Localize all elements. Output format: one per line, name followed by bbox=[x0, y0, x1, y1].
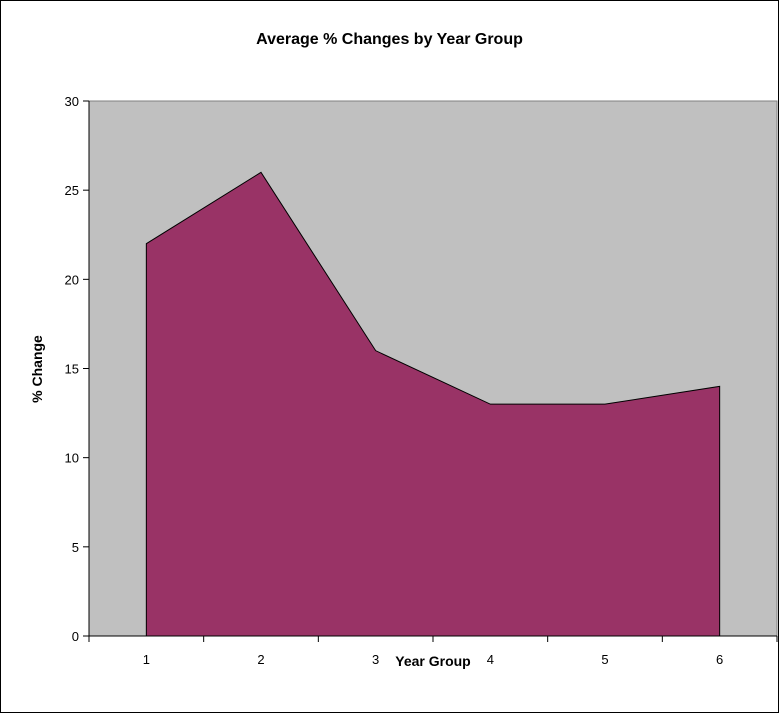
y-tick-label: 20 bbox=[65, 272, 79, 287]
x-tick-label: 5 bbox=[601, 652, 608, 667]
y-tick-label: 25 bbox=[65, 183, 79, 198]
x-axis-title: Year Group bbox=[395, 653, 471, 669]
y-tick-label: 5 bbox=[72, 540, 79, 555]
y-tick-label: 0 bbox=[72, 629, 79, 644]
x-axis-ticks: 1 2 3 4 5 6 bbox=[88, 636, 778, 667]
y-tick-label: 15 bbox=[65, 362, 79, 377]
x-tick-label: 4 bbox=[487, 652, 494, 667]
x-tick-label: 1 bbox=[143, 652, 150, 667]
x-tick-label: 3 bbox=[372, 652, 379, 667]
x-tick-label: 6 bbox=[716, 652, 723, 667]
chart-title: Average % Changes by Year Group bbox=[256, 31, 523, 48]
y-tick-label: 10 bbox=[65, 451, 79, 466]
x-tick-label: 2 bbox=[257, 652, 264, 667]
area-series bbox=[145, 171, 721, 637]
y-axis-ticks: 0 5 10 15 20 25 30 bbox=[65, 94, 89, 644]
y-tick-label: 30 bbox=[65, 94, 79, 109]
